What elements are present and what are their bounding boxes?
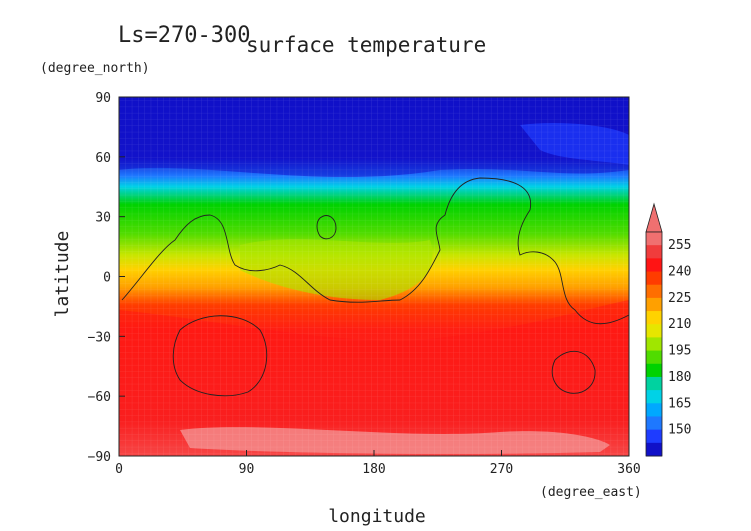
grid-overlay: [119, 97, 629, 456]
y-tick-label: −30: [88, 330, 111, 345]
colorbar-swatch: [646, 337, 662, 352]
contour-line: [316, 215, 337, 240]
contour-line: [121, 177, 630, 325]
colorbar-swatch: [646, 403, 662, 417]
x-tick-label: 270: [490, 462, 513, 477]
y-tick-label: −60: [88, 390, 111, 405]
colorbar-swatch: [646, 232, 662, 246]
colorbar-swatch: [646, 324, 662, 338]
plot-area: [118, 96, 630, 457]
colorbar-extend-triangle: [645, 202, 663, 233]
y-axis-label: latitude: [52, 231, 73, 318]
colorbar-swatch: [646, 442, 662, 457]
colorbar-swatch: [646, 390, 662, 404]
colorbar-swatch: [646, 416, 662, 431]
colorbar-swatch: [646, 258, 662, 273]
colorbar-swatch: [646, 297, 662, 312]
x-tick-label: 180: [362, 462, 385, 477]
colorbar-swatch: [646, 284, 662, 299]
contour-line: [172, 315, 268, 397]
y-tick-label: 60: [95, 151, 111, 166]
contour-line: [551, 350, 596, 394]
x-tick-label: 0: [115, 462, 123, 477]
colorbar-label: 225: [668, 291, 691, 306]
colorbar-swatch: [646, 245, 662, 259]
colorbar-label: 150: [668, 423, 691, 438]
y-ticks: 90 60 30 0 −30 −60 −90: [88, 91, 125, 465]
colorbar-swatch: [646, 271, 662, 286]
y-unit-label: (degree_north): [40, 61, 150, 76]
x-unit-label: (degree_east): [540, 485, 642, 500]
y-tick-label: 90: [95, 91, 111, 106]
chart-title-left: Ls=270-300: [118, 23, 250, 48]
colorbar-label: 210: [668, 317, 691, 332]
y-tick-label: −90: [88, 450, 111, 465]
colorbar-label: 240: [668, 265, 691, 280]
chart-title: surface temperature: [246, 33, 486, 57]
colorbar-label: 195: [668, 344, 691, 359]
x-axis-label: longitude: [328, 506, 426, 527]
colorbar-swatch: [646, 311, 662, 325]
colorbar-label: 180: [668, 370, 691, 385]
x-tick-label: 90: [239, 462, 255, 477]
colorbar-swatch: [646, 363, 662, 378]
x-ticks: 0 90 180 270 360: [115, 450, 641, 477]
colorbar-label: 165: [668, 396, 691, 411]
x-tick-label: 360: [617, 462, 640, 477]
colorbar: 255 240 225 210 195 180 165 150: [645, 202, 691, 457]
colorbar-swatch: [646, 376, 662, 391]
y-tick-label: 0: [103, 271, 111, 286]
colorbar-label: 255: [668, 238, 691, 253]
colorbar-swatch: [646, 429, 662, 444]
colorbar-frame: [645, 231, 663, 457]
colorbar-swatch: [646, 350, 662, 365]
y-tick-label: 30: [95, 211, 111, 226]
